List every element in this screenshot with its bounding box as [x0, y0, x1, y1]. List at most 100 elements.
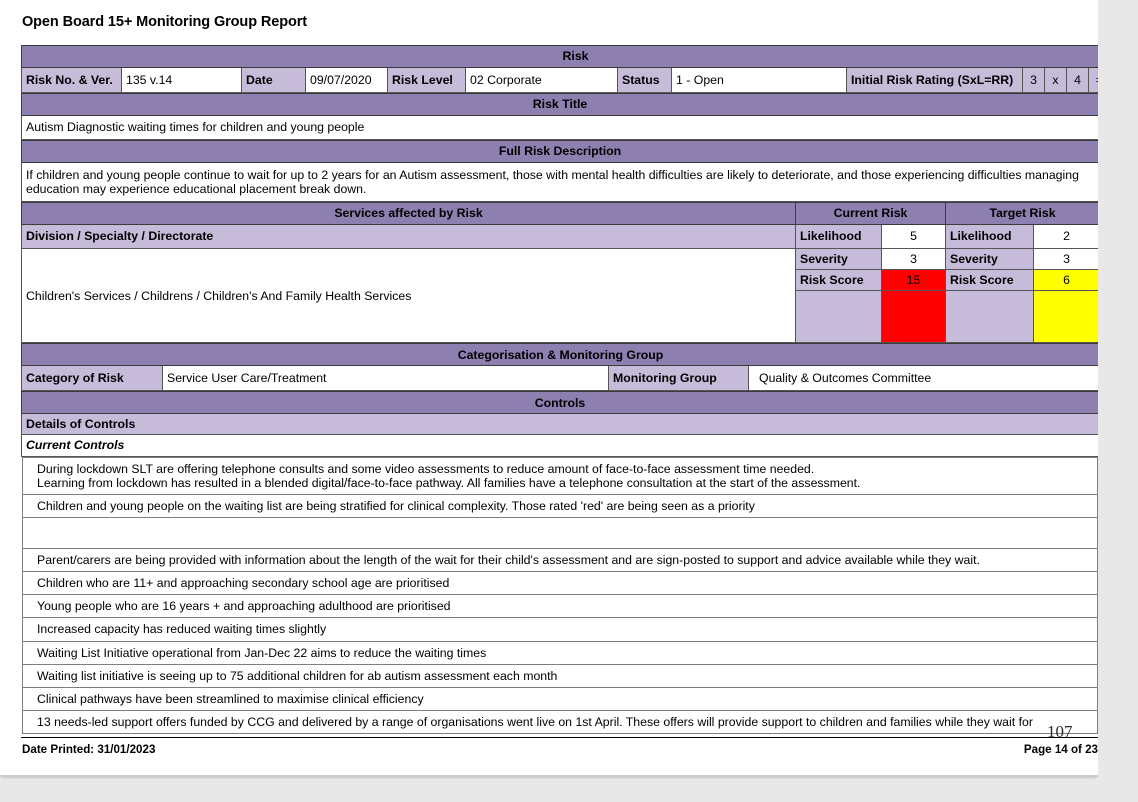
control-item-text: Children and young people on the waiting…	[22, 493, 1098, 518]
details-of-controls-header: Details of Controls	[21, 413, 1099, 436]
multiply-symbol: x	[1044, 67, 1067, 93]
date-value: 09/07/2020	[305, 67, 388, 93]
risk-score-row: Risk Score 15 Risk Score 6	[22, 269, 1100, 292]
control-row: Parent/carers are being provided with in…	[22, 547, 1098, 573]
full-risk-description-table: Full Risk Description If children and yo…	[21, 140, 1099, 202]
controls-table: Controls Details of Controls Current Con…	[21, 391, 1099, 457]
target-risk-score-label: Risk Score	[945, 269, 1034, 292]
control-row: Children and young people on the waiting…	[22, 493, 1098, 518]
controls-band-label: Controls	[21, 391, 1099, 415]
page-overlay-number: 107	[1047, 722, 1073, 741]
control-row	[22, 516, 1098, 549]
current-risk-band-label: Current Risk	[795, 202, 946, 225]
initial-severity-value: 3	[1022, 67, 1045, 93]
target-risk-score-value: 6	[1033, 269, 1100, 292]
full-description-value-row: If children and young people continue to…	[21, 162, 1099, 202]
control-item-text: During lockdown SLT are offering telepho…	[22, 456, 1098, 495]
risk-title-value-row: Autism Diagnostic waiting times for chil…	[21, 115, 1099, 140]
control-item-text: Clinical pathways have been streamlined …	[22, 686, 1098, 711]
risk-level-label: Risk Level	[387, 67, 466, 93]
category-of-risk-label: Category of Risk	[21, 365, 163, 392]
current-severity-value: 3	[881, 247, 946, 271]
initial-likelihood-value: 4	[1066, 67, 1089, 93]
risk-fields-row: Risk No. & Ver. 135 v.14 Date 09/07/2020…	[21, 67, 1131, 93]
categorisation-band-label: Categorisation & Monitoring Group	[21, 343, 1100, 367]
controls-band-row: Controls	[21, 391, 1099, 415]
division-header-row: Division / Specialty / Directorate Likel…	[21, 224, 1100, 249]
target-severity-value: 3	[1033, 247, 1100, 271]
risk-level-value: 02 Corporate	[465, 67, 618, 93]
division-label: Division / Specialty / Directorate	[21, 224, 796, 249]
risk-title-table: Risk Title Autism Diagnostic waiting tim…	[21, 93, 1099, 140]
full-description-band-row: Full Risk Description	[21, 140, 1099, 163]
controls-list-table: During lockdown SLT are offering telepho…	[22, 456, 1098, 735]
risk-title-band-label: Risk Title	[21, 93, 1099, 116]
monitoring-group-value: Quality & Outcomes Committee	[748, 365, 1100, 392]
risk-score-fill-row	[22, 290, 1100, 344]
control-row: During lockdown SLT are offering telepho…	[22, 456, 1098, 495]
page-footer: Date Printed: 31/01/2023 Page 14 of 23	[21, 737, 1099, 762]
date-printed-label: Date Printed: 31/01/2023	[22, 743, 156, 756]
services-band-label: Services affected by Risk	[21, 202, 796, 225]
current-risk-score-value: 15	[881, 269, 946, 292]
control-item-text: 13 needs-led support offers funded by CC…	[22, 709, 1098, 735]
full-description-band-label: Full Risk Description	[21, 140, 1099, 163]
control-item-text: Children who are 11+ and approaching sec…	[22, 571, 1098, 596]
control-row: Young people who are 16 years + and appr…	[22, 594, 1098, 619]
categorisation-band-row: Categorisation & Monitoring Group	[21, 343, 1100, 367]
risk-band-label: Risk	[20, 45, 1131, 68]
control-item-text: Waiting list initiative is seeing up to …	[22, 663, 1098, 688]
control-row: Waiting list initiative is seeing up to …	[22, 663, 1098, 688]
categorisation-fields-row: Category of Risk Service User Care/Treat…	[21, 365, 1100, 392]
target-likelihood-value: 2	[1033, 224, 1100, 249]
status-value: 1 - Open	[671, 67, 847, 93]
division-value-row: Children's Services / Childrens / Childr…	[21, 247, 1100, 344]
category-of-risk-value: Service User Care/Treatment	[162, 365, 609, 392]
current-risk-score-label: Risk Score	[795, 269, 882, 292]
risk-no-value: 135 v.14	[121, 67, 242, 93]
control-row: Children who are 11+ and approaching sec…	[22, 571, 1098, 596]
target-likelihood-label: Likelihood	[945, 224, 1034, 249]
control-item-text: Waiting List Initiative operational from…	[22, 640, 1098, 665]
risk-section-table: Risk Risk No. & Ver. 135 v.14 Date 09/07…	[20, 45, 1131, 93]
current-controls-row: Current Controls	[21, 434, 1099, 457]
full-description-band-text: Full Risk Description	[498, 144, 622, 159]
services-band-row: Services affected by Risk Current Risk T…	[21, 202, 1100, 225]
below-page-gutter	[0, 779, 1098, 802]
current-risk-score-filler	[795, 290, 882, 344]
target-severity-label: Severity	[945, 247, 1034, 271]
page-number-label: Page 14 of 23	[1023, 743, 1098, 756]
full-description-value: If children and young people continue to…	[21, 162, 1099, 202]
division-value: Children's Services / Childrens / Childr…	[21, 247, 796, 344]
current-likelihood-label: Likelihood	[795, 224, 882, 249]
risk-title-value: Autism Diagnostic waiting times for chil…	[21, 115, 1099, 140]
report-page-sheet: Open Board 15+ Monitoring Group Report R…	[0, 14, 1131, 777]
current-controls-header: Current Controls	[21, 434, 1099, 457]
target-risk-band-label: Target Risk	[945, 202, 1100, 225]
controls-list-body: During lockdown SLT are offering telepho…	[22, 456, 1098, 735]
monitoring-group-label: Monitoring Group	[608, 365, 749, 392]
control-row: 13 needs-led support offers funded by CC…	[22, 709, 1098, 735]
status-label: Status	[617, 67, 672, 93]
details-of-controls-row: Details of Controls	[21, 413, 1099, 436]
current-risk-score-color-block	[881, 290, 946, 344]
risk-report-document: Risk Risk No. & Ver. 135 v.14 Date 09/07…	[20, 45, 1131, 735]
risk-band-row: Risk	[20, 45, 1131, 68]
target-risk-score-color-block	[1033, 290, 1100, 344]
control-item-text: Parent/carers are being provided with in…	[22, 547, 1098, 573]
control-item-text	[22, 516, 1098, 549]
services-affected-table: Services affected by Risk Current Risk T…	[21, 202, 1100, 344]
control-item-text: Increased capacity has reduced waiting t…	[22, 617, 1098, 642]
current-severity-label: Severity	[795, 247, 882, 271]
risk-no-label: Risk No. & Ver.	[21, 67, 122, 93]
control-row: Clinical pathways have been streamlined …	[22, 686, 1098, 711]
right-page-gutter	[1098, 0, 1138, 802]
current-likelihood-value: 5	[881, 224, 946, 249]
date-label: Date	[241, 67, 306, 93]
page-title: Open Board 15+ Monitoring Group Report	[22, 14, 307, 30]
control-row: Waiting List Initiative operational from…	[22, 640, 1098, 665]
target-risk-score-filler	[945, 290, 1034, 344]
control-row: Increased capacity has reduced waiting t…	[22, 617, 1098, 642]
categorisation-table: Categorisation & Monitoring Group Catego…	[21, 343, 1100, 392]
risk-title-band-row: Risk Title	[21, 93, 1099, 116]
